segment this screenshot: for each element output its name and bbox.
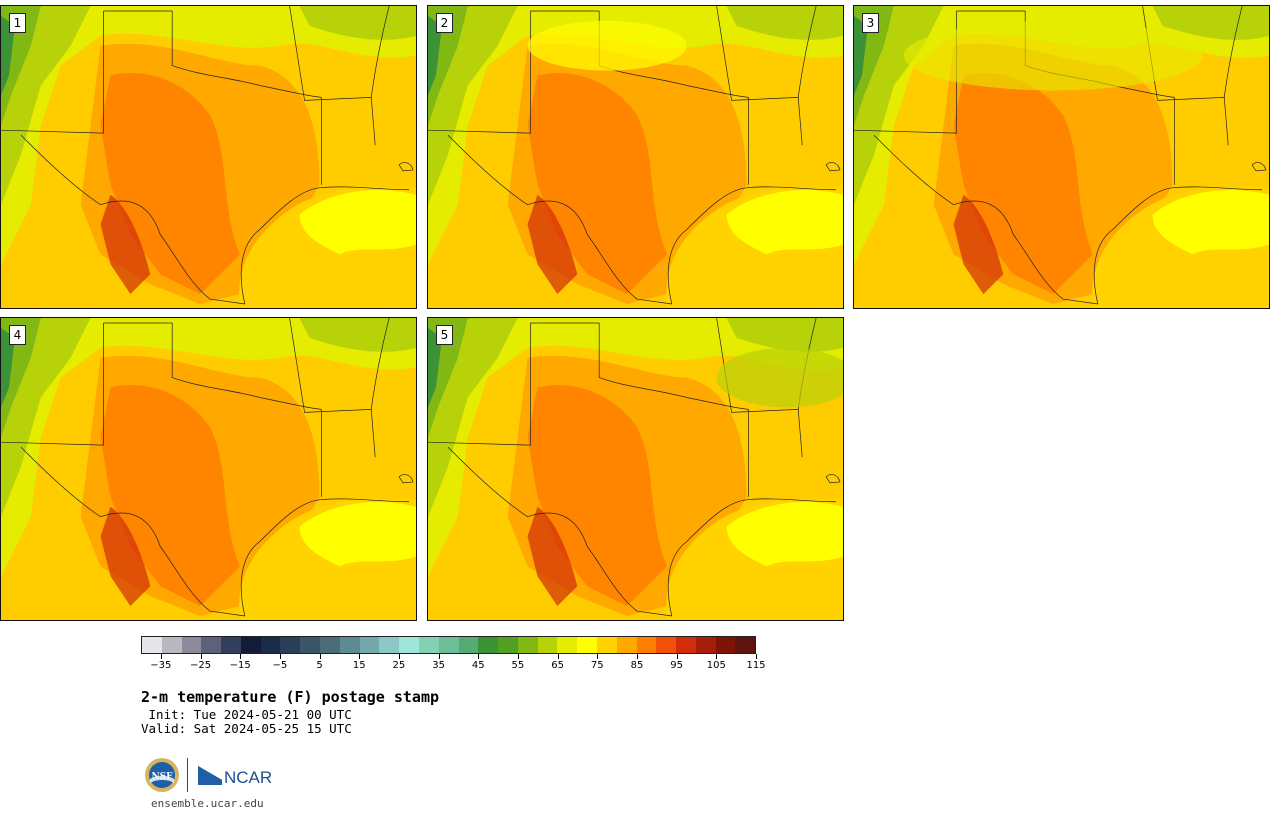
colorbar-tick-mark [240,654,242,659]
colorbar-tick-label: −25 [189,660,212,671]
colorbar-segment [359,637,380,653]
colorbar-segment [695,637,716,653]
colorbar-segment [320,637,340,653]
colorbar-tick-mark [597,654,599,659]
stamp-panel-1: 1 [0,5,417,309]
page-title: 2-m temperature (F) postage stamp [141,688,440,706]
colorbar-segment [676,637,696,653]
colorbar-tick-label: 35 [432,660,445,671]
site-url[interactable]: ensemble.ucar.edu [151,797,264,810]
colorbar-segment [201,637,222,653]
colorbar-segment [458,637,479,653]
colorbar-tick-mark [716,654,718,659]
colorbar-tick-mark [359,654,361,659]
member-number: 5 [436,325,453,345]
colorbar-segment [300,637,321,653]
colorbar-segment [517,637,538,653]
temperature-map [1,318,416,620]
svg-text:NCAR: NCAR [224,768,272,787]
colorbar-tick-mark [557,654,559,659]
colorbar-segment [142,637,162,653]
colorbar-segment [161,637,182,653]
colorbar-tick-label: 95 [670,660,684,671]
logo-divider [187,758,188,792]
svg-text:NSF: NSF [151,772,173,782]
colorbar-segment [577,637,597,653]
colorbar-tick-label: 75 [590,660,604,671]
colorbar-segment [418,637,439,653]
valid-time: Valid: Sat 2024-05-25 15 UTC [141,721,352,736]
colorbar-tick-mark [438,654,440,659]
colorbar-segment [498,637,518,653]
colorbar-tick-mark [160,654,162,659]
member-number: 3 [862,13,879,33]
colorbar-tick-label: 115 [746,660,766,671]
colorbar-segment [221,637,241,653]
colorbar-segment [735,637,756,653]
colorbar-segment [240,637,261,653]
temperature-colorbar [141,636,756,654]
ncar-logo: NCAR [198,764,272,787]
temperature-map [854,6,1269,308]
colorbar-tick-label: −35 [150,660,172,671]
colorbar-tick-mark [279,654,281,659]
temperature-map [1,6,416,308]
colorbar-segment [616,637,637,653]
colorbar-tick-label: −15 [229,660,251,671]
colorbar-tick-mark [636,654,638,659]
colorbar-tick-mark [319,654,321,659]
colorbar-tick-label: 45 [471,660,485,671]
colorbar-segment [181,637,202,653]
colorbar-segment [478,637,499,653]
init-time: Init: Tue 2024-05-21 00 UTC [141,707,352,722]
colorbar-segment [636,637,657,653]
colorbar-segment [379,637,400,653]
colorbar-tick-label: 15 [352,660,366,671]
colorbar-tick-label: −5 [272,660,288,671]
member-number: 1 [9,13,26,33]
stamp-panel-3: 3 [853,5,1270,309]
colorbar-tick-label: 55 [511,660,525,671]
colorbar-tick-mark [676,654,678,659]
colorbar-segment [260,637,281,653]
colorbar-tick-label: 25 [392,660,406,671]
colorbar-tick-label: 105 [706,660,726,671]
colorbar-tick-label: 65 [551,660,564,671]
stamp-panel-2: 2 [427,5,844,309]
member-number: 4 [9,325,26,345]
member-number: 2 [436,13,453,33]
colorbar-segment [656,637,677,653]
colorbar-tick-mark [517,654,519,659]
colorbar-tick-mark [478,654,480,659]
temperature-map [428,318,843,620]
temperature-map [428,6,843,308]
colorbar-segment [596,637,617,653]
colorbar-tick-label: 5 [316,660,323,671]
colorbar-tick-label: 85 [630,660,644,671]
stamp-panel-4: 4 [0,317,417,621]
colorbar-tick-mark [200,654,202,659]
colorbar-segment [537,637,558,653]
colorbar-tick-mark [756,654,757,659]
colorbar-segment [280,637,301,653]
colorbar-tick-mark [398,654,400,659]
colorbar-ticks: −35 −25 −15 −5 5 15 25 35 45 55 65 75 85 95 105 115 [141,654,766,676]
colorbar-segment [715,637,736,653]
colorbar-segment [438,637,459,653]
stamp-panel-5: 5 [427,317,844,621]
colorbar-segment [399,637,419,653]
nsf-logo: NSF [145,758,179,792]
colorbar-segment [557,637,578,653]
colorbar-segment [339,637,360,653]
